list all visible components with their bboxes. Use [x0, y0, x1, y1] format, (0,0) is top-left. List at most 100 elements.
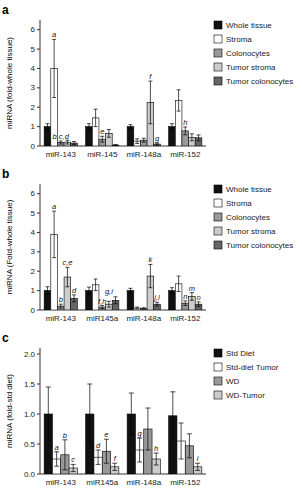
error-bar	[72, 142, 76, 145]
legend-label: Tumor colonocytes	[226, 241, 293, 250]
bar	[112, 145, 119, 146]
annotation: m	[189, 284, 195, 293]
annotation: n	[183, 292, 187, 301]
y-tick-label: 1	[31, 122, 36, 131]
annotation: b	[63, 431, 67, 440]
error-bar	[148, 81, 152, 124]
legend-label: Std-diet Tumor	[226, 363, 279, 372]
error-bar	[87, 287, 91, 294]
marks	[44, 211, 202, 310]
error-bar	[87, 384, 92, 444]
legend: Whole tissueStromaColonocytesTumor strom…	[214, 185, 293, 250]
panel: amiRNA (fold-whole tissue)0123456miR-143…	[2, 3, 293, 159]
y-tick-label: 0.0	[24, 470, 36, 479]
legend-swatch	[214, 185, 222, 193]
error-bar	[54, 452, 59, 466]
legend-label: Colonocytes	[226, 213, 270, 222]
error-bar	[177, 276, 181, 292]
panel-title: a	[2, 3, 9, 17]
error-bar	[59, 141, 63, 144]
legend-label: Tumor stroma	[226, 227, 276, 236]
error-bar	[142, 138, 146, 142]
annotation: f	[149, 72, 152, 81]
legend-label: WD-Tumor	[226, 391, 265, 400]
error-bar	[155, 302, 159, 306]
x-tick-label: miR-152	[170, 314, 201, 323]
y-tick-label: 2.0	[24, 350, 36, 359]
legend-label: Tumor stroma	[226, 63, 276, 72]
error-bar	[128, 125, 132, 129]
x-tick-label: miR-148a	[126, 150, 161, 159]
error-bar	[170, 124, 174, 130]
y-axis-label: miRNA (fold-whole tissue)	[5, 37, 14, 129]
bar	[127, 291, 134, 310]
bar	[127, 127, 134, 146]
legend-label: Tumor colonocytes	[226, 77, 293, 86]
x-tick-label: miR145a	[86, 478, 119, 487]
annotation: f	[114, 454, 117, 463]
legend-label: Stroma	[226, 199, 252, 208]
error-bar	[114, 144, 118, 145]
y-tick-label: 4	[31, 64, 36, 73]
error-bar	[197, 302, 201, 307]
error-bar	[190, 293, 194, 301]
error-bar	[170, 288, 174, 294]
error-bar	[71, 464, 76, 471]
annotation: g	[138, 429, 143, 438]
error-bar	[177, 90, 181, 111]
error-bar	[52, 211, 56, 258]
panel: bmiRNA (Fold-whole tissue)0123456miR-143…	[2, 167, 293, 323]
y-tick-label: 2	[31, 267, 36, 276]
error-bar	[170, 392, 175, 440]
y-tick-label: 1.0	[24, 410, 36, 419]
error-bar	[197, 135, 201, 141]
error-bar	[154, 453, 159, 465]
error-bar	[183, 127, 187, 135]
error-bar	[107, 130, 111, 138]
y-axis-line	[40, 20, 41, 146]
legend-swatch	[214, 377, 222, 385]
legend-swatch	[214, 391, 222, 399]
error-bar	[145, 408, 150, 450]
annotation: h	[154, 444, 158, 453]
error-bar	[45, 287, 49, 295]
annotation: d	[72, 286, 77, 295]
y-tick-label: 1.5	[24, 380, 36, 389]
bar	[140, 308, 147, 310]
error-bar	[190, 134, 194, 141]
y-tick-label: 0	[31, 142, 36, 151]
annotation: a	[52, 30, 56, 39]
panel-title: b	[2, 167, 9, 181]
error-bar	[142, 308, 146, 310]
annotation: a	[52, 202, 56, 211]
annotation: d	[96, 441, 101, 450]
marks	[44, 39, 202, 146]
error-bar	[100, 306, 104, 309]
legend-swatch	[214, 63, 222, 71]
marks	[44, 384, 202, 474]
panel-title: c	[2, 331, 9, 345]
y-tick-label: 0.5	[24, 440, 36, 449]
y-tick-label: 2	[31, 103, 36, 112]
legend-label: Whole tissue	[226, 21, 272, 30]
error-bar	[135, 139, 139, 144]
x-tick-label: miR-143	[46, 150, 77, 159]
legend-swatch	[214, 363, 222, 371]
chart-figure: amiRNA (fold-whole tissue)0123456miR-143…	[0, 0, 302, 500]
y-axis-line	[40, 184, 41, 310]
legend-label: WD	[226, 377, 240, 386]
legend-swatch	[214, 241, 222, 249]
error-bar	[94, 109, 98, 126]
y-tick-label: 6	[31, 25, 36, 34]
error-bar	[155, 143, 159, 145]
annotation: e	[100, 127, 104, 136]
legend-label: Stroma	[226, 35, 252, 44]
legend-swatch	[214, 77, 222, 85]
error-bar	[179, 423, 184, 459]
legend-swatch	[214, 35, 222, 43]
x-tick-label: miR-145	[87, 150, 118, 159]
error-bar	[183, 301, 187, 306]
y-tick-label: 5	[31, 209, 36, 218]
annotation: b	[59, 295, 63, 304]
legend-swatch	[214, 199, 222, 207]
